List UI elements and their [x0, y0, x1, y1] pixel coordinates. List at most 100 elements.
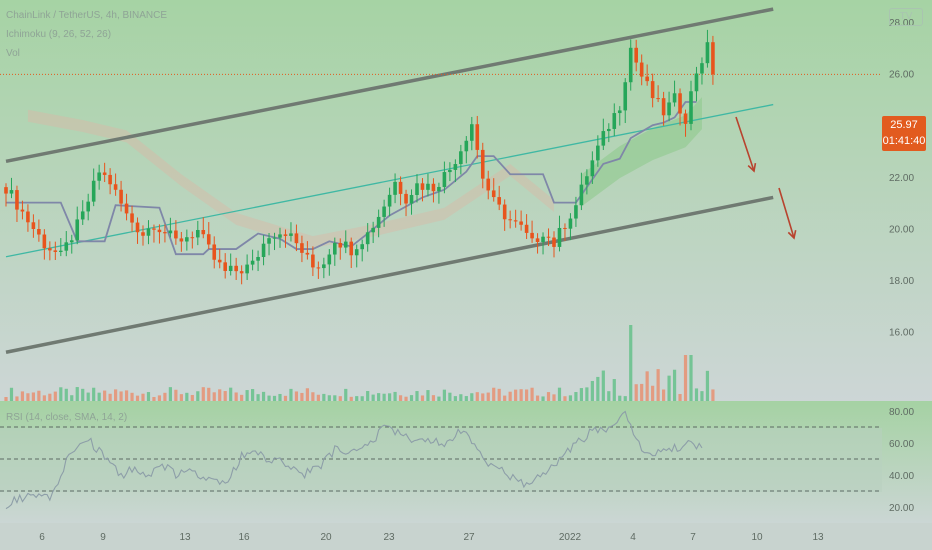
volume-bar — [300, 392, 304, 401]
volume-bar — [108, 393, 112, 401]
volume-bar — [415, 391, 419, 401]
volume-bar — [371, 394, 375, 401]
time-tick-label: 20 — [320, 532, 332, 543]
volume-bar — [503, 395, 507, 401]
candle-body — [694, 73, 699, 92]
volume-bar — [355, 396, 359, 401]
candle-body — [239, 271, 244, 274]
volume-bar — [179, 394, 183, 401]
volume-bar — [470, 393, 474, 401]
volume-bar — [124, 390, 129, 401]
candle-body — [672, 93, 677, 103]
volume-bar — [103, 390, 107, 401]
price-tick-label: 20.00 — [889, 224, 914, 235]
volume-bar — [541, 396, 545, 401]
volume-bar — [37, 390, 41, 401]
symbol-label: ChainLink / TetherUS, 4h, BINANCE — [6, 10, 167, 21]
candle-body — [80, 211, 85, 220]
candle-body — [64, 242, 69, 251]
candle-body — [333, 242, 337, 255]
volume-bar — [360, 396, 364, 401]
candle-body — [272, 237, 277, 239]
tradingview-logo[interactable]: TV — [889, 8, 923, 26]
channel-upper-line — [5, 7, 774, 164]
candle-body — [294, 233, 299, 244]
volume-bar — [48, 393, 52, 401]
time-tick-label: 23 — [383, 532, 395, 543]
volume-bar — [163, 392, 167, 401]
candle-body — [69, 240, 74, 243]
volume-bar — [678, 394, 682, 401]
volume-bar — [141, 393, 145, 401]
volume-bar — [388, 393, 392, 401]
candle-body — [4, 187, 8, 194]
volume-bar — [514, 389, 518, 401]
candle-body — [163, 232, 167, 234]
candle-body — [371, 227, 375, 233]
volume-bar — [629, 325, 633, 401]
candle-body — [513, 220, 518, 222]
candle-body — [316, 267, 321, 269]
candle-body — [289, 233, 293, 236]
candle-body — [75, 219, 80, 241]
volume-bar — [475, 392, 479, 401]
candle-body — [37, 229, 41, 235]
candle-body — [563, 227, 567, 229]
volume-bar — [245, 390, 249, 401]
volume-bar — [168, 387, 172, 401]
candle-body — [678, 93, 682, 114]
volume-bar — [366, 391, 370, 401]
volume-bar — [651, 385, 655, 401]
volume-bar — [146, 392, 151, 401]
volume-bar — [601, 370, 605, 401]
rsi-tick-label: 60.00 — [889, 439, 914, 450]
volume-bar — [393, 391, 397, 401]
candle-body — [283, 234, 288, 236]
volume-bar — [344, 388, 348, 401]
candle-body — [349, 241, 354, 256]
candle-body — [261, 243, 266, 257]
volume-bar — [305, 388, 309, 401]
volume-bar — [525, 389, 529, 401]
volume-bar — [349, 396, 353, 401]
rsi-line — [5, 410, 703, 510]
time-tick-label: 13 — [812, 532, 824, 543]
volume-bar — [333, 395, 337, 401]
volume-bar — [157, 395, 162, 401]
candle-body — [480, 149, 485, 179]
candle-body — [185, 237, 189, 242]
volume-bar — [311, 392, 315, 401]
volume-bar — [251, 389, 255, 401]
candle-body — [628, 47, 633, 83]
volume-bar — [338, 396, 342, 401]
candle-body — [491, 190, 496, 198]
candle-body — [228, 265, 233, 272]
candle-body — [382, 206, 386, 217]
candle-body — [311, 254, 315, 268]
time-tick-label: 9 — [100, 532, 106, 543]
candle-body — [9, 190, 14, 194]
price-tick-label: 16.00 — [889, 328, 914, 339]
candle-body — [409, 194, 414, 204]
time-tick-label: 2022 — [559, 532, 582, 543]
volume-bar — [492, 387, 496, 401]
rsi-band — [0, 428, 882, 492]
price-tick-label: 28.00 — [889, 18, 914, 29]
candle-body — [426, 183, 430, 190]
volume-bar — [4, 397, 8, 401]
candle-body — [574, 205, 578, 219]
candle-body — [48, 248, 52, 251]
volume-bar — [267, 395, 271, 401]
volume-bar — [535, 395, 540, 401]
volume-bar — [508, 391, 512, 401]
candle-body — [26, 211, 30, 223]
volume-bar — [114, 389, 118, 401]
volume-bar — [672, 369, 677, 401]
candle-body — [196, 230, 200, 238]
volume-bar — [53, 391, 57, 401]
volume-bar — [278, 393, 282, 401]
candle-body — [535, 238, 540, 242]
candle-body — [683, 113, 688, 124]
volume-bar — [596, 376, 600, 401]
